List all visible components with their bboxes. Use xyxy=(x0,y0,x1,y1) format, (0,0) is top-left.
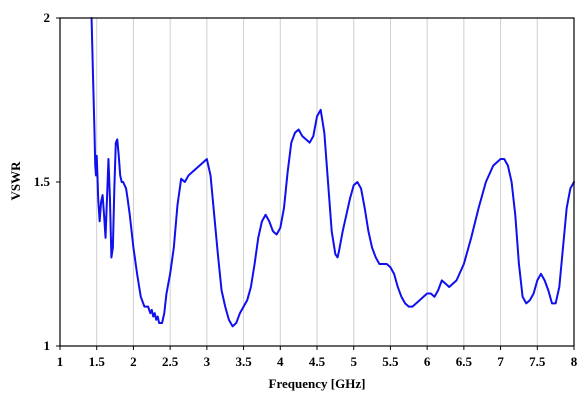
ticks-layer: 1 1.5 2 2.5 3 3.5 4 4.5 5 5.5 6 6.5 7 7.5 8 1 1.5 2 xyxy=(34,10,578,369)
y-tick-label: 2 xyxy=(44,10,51,25)
vswr-series-line xyxy=(90,17,575,328)
x-tick-label: 8 xyxy=(571,354,578,369)
x-tick-label: 6.5 xyxy=(456,354,473,369)
x-tick-label: 5.5 xyxy=(382,354,399,369)
x-tick-label: 1 xyxy=(57,354,64,369)
x-tick-label: 6 xyxy=(424,354,431,369)
x-tick-label: 5 xyxy=(350,354,357,369)
x-tick-label: 1.5 xyxy=(89,354,106,369)
x-tick-label: 7.5 xyxy=(529,354,546,369)
x-tick-label: 3.5 xyxy=(235,354,252,369)
x-tick-label: 4 xyxy=(277,354,284,369)
x-tick-label: 4.5 xyxy=(309,354,326,369)
x-tick-label: 7 xyxy=(497,354,504,369)
x-tick-label: 2 xyxy=(130,354,137,369)
x-tick-label: 3 xyxy=(204,354,211,369)
y-axis-label: VSWR xyxy=(8,161,23,201)
grid-layer xyxy=(96,18,538,346)
x-axis-label: Frequency [GHz] xyxy=(269,376,366,391)
y-tick-label: 1.5 xyxy=(34,174,51,189)
series-layer xyxy=(90,17,575,328)
x-tick-label: 2.5 xyxy=(162,354,179,369)
y-tick-label: 1 xyxy=(44,338,51,353)
